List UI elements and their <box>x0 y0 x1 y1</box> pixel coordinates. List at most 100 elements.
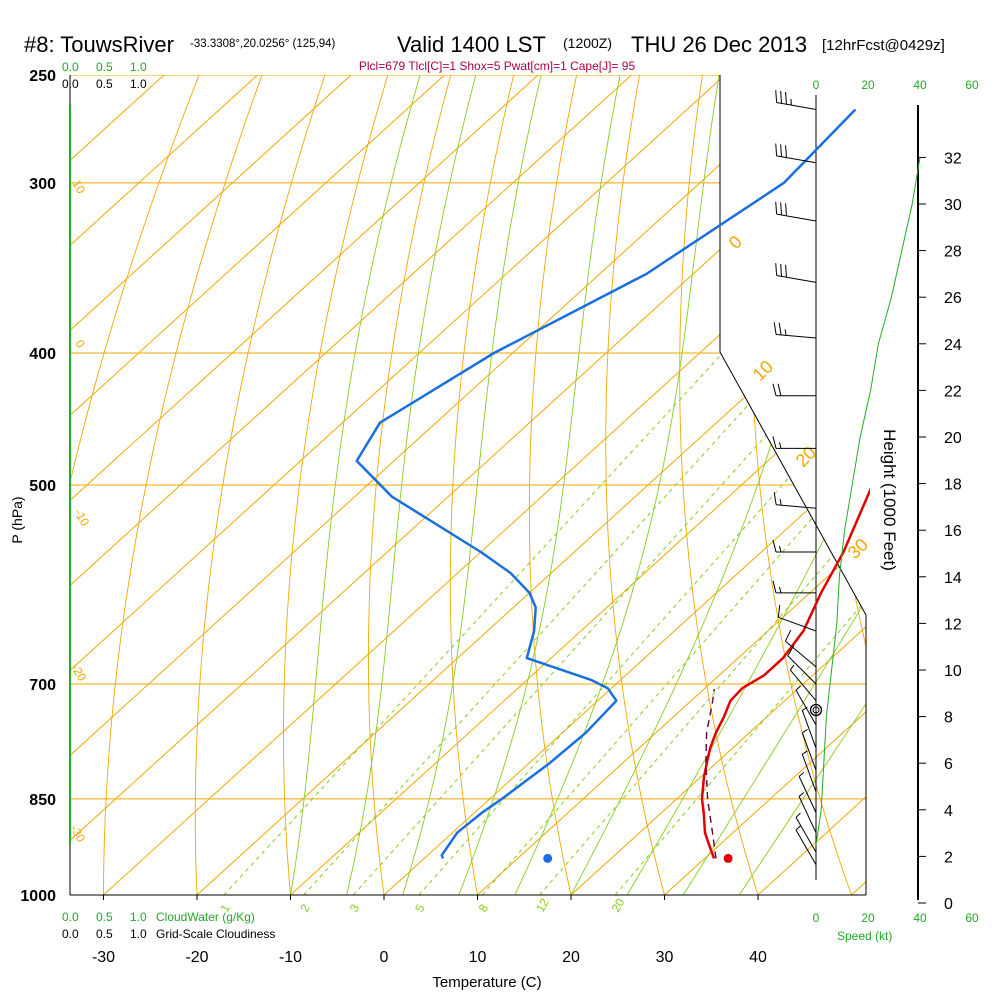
moist-adiabat <box>626 75 866 895</box>
mixing-ratio-1 <box>223 352 724 895</box>
moist-adiabat <box>738 75 866 895</box>
wind-barb <box>795 825 817 865</box>
barb-half <box>802 728 808 734</box>
theta-label: -10 <box>71 507 92 529</box>
moist-adiabat <box>402 75 542 895</box>
barb-staff <box>795 817 817 853</box>
theta-label: -20 <box>68 662 89 684</box>
dry-adiabat <box>528 75 578 895</box>
wind-barbs <box>772 90 817 865</box>
x-tick-30: 30 <box>656 949 674 966</box>
dry-adiabat <box>103 75 263 895</box>
lcl-marker-inner <box>812 706 820 714</box>
speed-label: Speed (kt) <box>837 929 892 943</box>
wind-barb <box>772 383 816 397</box>
barb-flag <box>773 322 777 335</box>
barb-half <box>795 825 801 831</box>
mixing-label-12: 12 <box>533 896 552 915</box>
theta-label: 0 <box>72 338 88 351</box>
speed-bottom-40: 40 <box>913 911 927 925</box>
wind-barb <box>775 90 817 110</box>
surface-dewpoint-dot <box>543 853 553 863</box>
barb-staff <box>776 155 817 164</box>
mixing-label-3: 3 <box>347 901 363 914</box>
cloud-bottom-green-1: 0.5 <box>96 910 113 924</box>
p-tick-500: 500 <box>29 478 56 495</box>
barb-staff <box>785 640 817 668</box>
lcl-marker <box>809 703 823 717</box>
wind-barb <box>775 263 817 283</box>
parcel-line <box>705 689 717 859</box>
barb-staff <box>787 655 817 685</box>
valid-time: Valid 1400 LST <box>397 32 546 57</box>
cloud-bottom-black-2: 1.0 <box>130 927 147 941</box>
surface-temp-dot <box>723 853 733 863</box>
background-lines <box>70 75 866 895</box>
height-tick-18: 18 <box>944 477 962 494</box>
mixing-ratio-5 <box>418 352 866 895</box>
wind-barb <box>775 143 817 164</box>
barb-half <box>795 685 801 691</box>
wind-barb <box>777 604 817 632</box>
x-tick-20: 20 <box>562 949 580 966</box>
height-tick-12: 12 <box>944 616 962 633</box>
barb-staff <box>798 796 817 833</box>
barb-half <box>784 329 787 336</box>
barb-flag <box>775 143 778 156</box>
barb-staff <box>776 274 817 283</box>
isotherm <box>70 75 726 895</box>
cloud-bottom-green-2: 1.0 <box>130 910 147 924</box>
profiles <box>355 108 870 863</box>
cloud-bottom-green-0: 0.0 <box>62 910 79 924</box>
barb-flag <box>784 629 792 642</box>
cloud-bottom-black-1: 0.5 <box>96 927 113 941</box>
cloudwater-label: CloudWater (g/Kg) <box>156 910 255 924</box>
barb-half <box>802 706 808 711</box>
cloud-top-green-1: 0.5 <box>96 60 113 74</box>
temperature-line <box>700 487 870 859</box>
barb-staff <box>798 776 817 813</box>
barb-half <box>789 664 795 671</box>
wind-barb <box>772 539 816 553</box>
dry-adiabat <box>283 75 389 895</box>
speed-top-0: 0 <box>813 78 820 92</box>
wind-barb <box>798 792 817 833</box>
barb-flag <box>773 492 777 505</box>
x-tick--10: -10 <box>279 949 302 966</box>
height-tick-10: 10 <box>944 663 962 680</box>
dry-adiabat <box>194 75 326 895</box>
p-tick-400: 400 <box>29 346 56 363</box>
x-tick-10: 10 <box>469 949 487 966</box>
isotherm <box>70 75 819 895</box>
forecast-info: [12hrFcst@0429z] <box>822 37 945 54</box>
height-tick-24: 24 <box>944 337 962 354</box>
indices-line: Plcl=679 Tlcl[C]=1 Shox=5 Pwat[cm]=1 Cap… <box>359 59 636 73</box>
wind-barb <box>801 750 817 793</box>
speed-bottom-0: 0 <box>813 911 820 925</box>
height-tick-0: 0 <box>944 896 953 913</box>
barb-staff <box>776 504 817 509</box>
wind-barb <box>775 201 817 222</box>
wind-barb <box>772 436 816 449</box>
dry-adiabat <box>679 75 759 895</box>
frame-diagonal <box>719 351 867 616</box>
barb-half <box>802 750 808 755</box>
barb-staff <box>789 669 817 702</box>
cloud-top-black-2: 1.0 <box>130 77 147 91</box>
barb-flag <box>775 90 778 103</box>
barb-flag <box>775 201 778 215</box>
barb-half <box>798 772 805 777</box>
moist-adiabat <box>458 75 621 895</box>
speed-top-60: 60 <box>965 78 979 92</box>
speed-bottom-60: 60 <box>965 911 979 925</box>
barb-flag <box>787 644 795 656</box>
barb-staff <box>778 616 817 632</box>
isotherm <box>70 75 258 895</box>
barb-half <box>779 442 782 449</box>
x-axis-title: Temperature (C) <box>432 974 541 991</box>
dry-adiabat <box>449 75 515 895</box>
barb-flag <box>785 264 787 278</box>
wind-barb <box>789 664 817 702</box>
cloud-top-black-1: 0.5 <box>96 77 113 91</box>
mixing-label-5: 5 <box>412 901 428 914</box>
